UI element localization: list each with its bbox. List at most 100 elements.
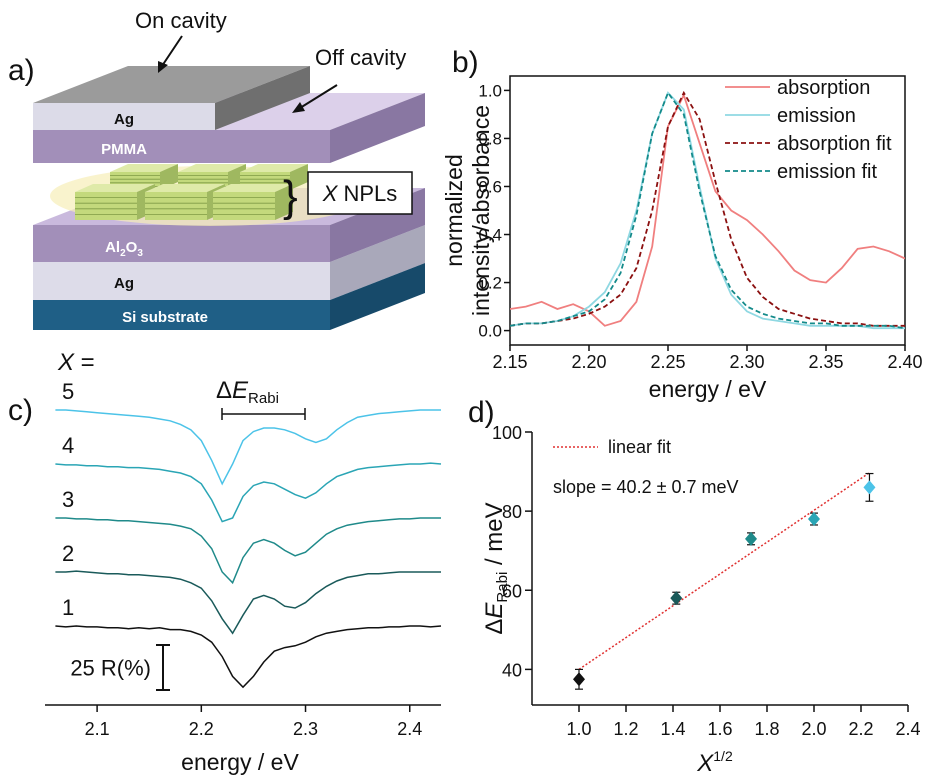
slab-side	[290, 164, 308, 190]
rabi-var: E	[232, 377, 249, 404]
x-tick-label: 1.0	[566, 719, 591, 739]
spectrum	[55, 517, 441, 585]
series-line	[510, 91, 905, 330]
series-header-eq: =	[74, 349, 95, 376]
arrow-head	[158, 61, 168, 73]
formula-part: 3	[137, 248, 143, 259]
slab-top	[110, 164, 178, 172]
slab-top	[178, 164, 246, 172]
x-tick-label: 1.2	[613, 719, 638, 739]
spectrum	[55, 570, 441, 635]
data-point	[573, 672, 585, 687]
y-axis-label: normalized	[441, 154, 467, 267]
spectrum	[55, 462, 442, 523]
slab-top	[213, 184, 293, 192]
fit-line	[578, 472, 870, 671]
slab-front	[145, 192, 207, 220]
series-label: 4	[62, 433, 74, 458]
formula-part: Al	[105, 239, 120, 256]
scale-bar-label: 25 R(%)	[70, 656, 151, 681]
y-axis-label-part: E	[481, 602, 508, 619]
x-tick-label: 2.25	[650, 352, 685, 372]
panel-label: b)	[452, 46, 479, 79]
x-axis-label: X1/2	[696, 748, 733, 777]
slab-top	[145, 184, 225, 192]
data-point	[670, 591, 683, 606]
spectrum	[55, 409, 441, 486]
x-axis-label: energy / eV	[181, 749, 299, 775]
layer-label: Si substrate	[122, 309, 208, 326]
panel-label: c)	[8, 394, 33, 427]
x-tick-label: 2.40	[887, 352, 922, 372]
slab-side	[215, 66, 310, 130]
layer-label: Al2O3	[105, 239, 143, 259]
x-tick-label: 2.1	[85, 719, 110, 739]
x-tick-label: 2.30	[729, 352, 764, 372]
formula-part: 2	[120, 248, 126, 259]
x-axis-label: energy / eV	[649, 376, 767, 402]
slab-front	[33, 103, 215, 130]
npl-label-text: NPLs	[337, 181, 397, 206]
annotation: slope = 40.2 ± 0.7 meV	[553, 477, 739, 497]
series-header: X =	[57, 349, 95, 376]
series-label: 1	[62, 595, 74, 620]
arrow-head	[292, 102, 305, 113]
y-tick-label: 0.0	[478, 322, 502, 341]
y-axis-label-part: Δ	[481, 619, 508, 635]
series-header-var: X	[57, 349, 75, 376]
x-tick-label: 2.35	[808, 352, 843, 372]
legend-label: emission	[777, 105, 856, 127]
x-tick-label: 2.15	[492, 352, 527, 372]
x-axis-label-var: X	[696, 750, 714, 777]
spectrum	[55, 625, 442, 689]
rabi-delta: Δ	[216, 377, 232, 404]
plot-lines	[510, 90, 905, 330]
y-tick-label: 0.6	[478, 177, 502, 196]
y-tick-label: 80	[502, 502, 522, 522]
slab-front	[213, 192, 275, 220]
y-tick-label: 60	[502, 581, 522, 601]
x-tick-label: 2.3	[293, 719, 318, 739]
npl-label-var: X	[322, 181, 339, 206]
y-axis-label-part: / meV	[481, 502, 508, 571]
panel-label: d)	[468, 396, 495, 429]
slab-front	[33, 130, 330, 163]
x-tick-label: 2.2	[189, 719, 214, 739]
on-cavity-label: On cavity	[135, 8, 227, 33]
series-label: 3	[62, 487, 74, 512]
series-line	[510, 90, 905, 327]
npl-label: X NPLs	[322, 181, 398, 206]
data-point	[808, 512, 820, 527]
slab-side	[275, 184, 293, 220]
arrow	[299, 84, 338, 109]
slab-side	[330, 225, 425, 300]
y-axis-label-part: Rabi	[494, 572, 511, 603]
legend-label: linear fit	[608, 437, 671, 457]
x-axis-label-sup: 1/2	[713, 748, 733, 764]
y-tick-label: 0.8	[478, 129, 502, 148]
data-point	[745, 531, 758, 546]
y-tick-label: 40	[502, 660, 522, 680]
x-tick-label: 2.0	[801, 719, 826, 739]
slab-front	[33, 300, 330, 330]
y-axis-label: intensity/absorbance	[468, 105, 494, 316]
rabi-sub: Rabi	[248, 390, 279, 407]
slab-side	[330, 93, 425, 163]
y-tick-label: 0.2	[478, 274, 502, 293]
panel-label: a)	[8, 54, 35, 87]
x-tick-label: 2.4	[895, 719, 920, 739]
series-label: 2	[62, 541, 74, 566]
label-box	[307, 171, 413, 215]
slab-front	[33, 225, 330, 262]
layer-label: PMMA	[101, 141, 147, 158]
slab-front	[75, 192, 137, 220]
series-label: 5	[62, 379, 74, 404]
brace: }	[283, 172, 298, 221]
y-tick-label: 100	[492, 423, 522, 443]
slab-top	[240, 164, 308, 172]
plot-frame	[509, 75, 906, 346]
off-cavity-label: Off cavity	[315, 45, 406, 70]
data-point	[863, 480, 876, 495]
series-line	[510, 90, 905, 330]
